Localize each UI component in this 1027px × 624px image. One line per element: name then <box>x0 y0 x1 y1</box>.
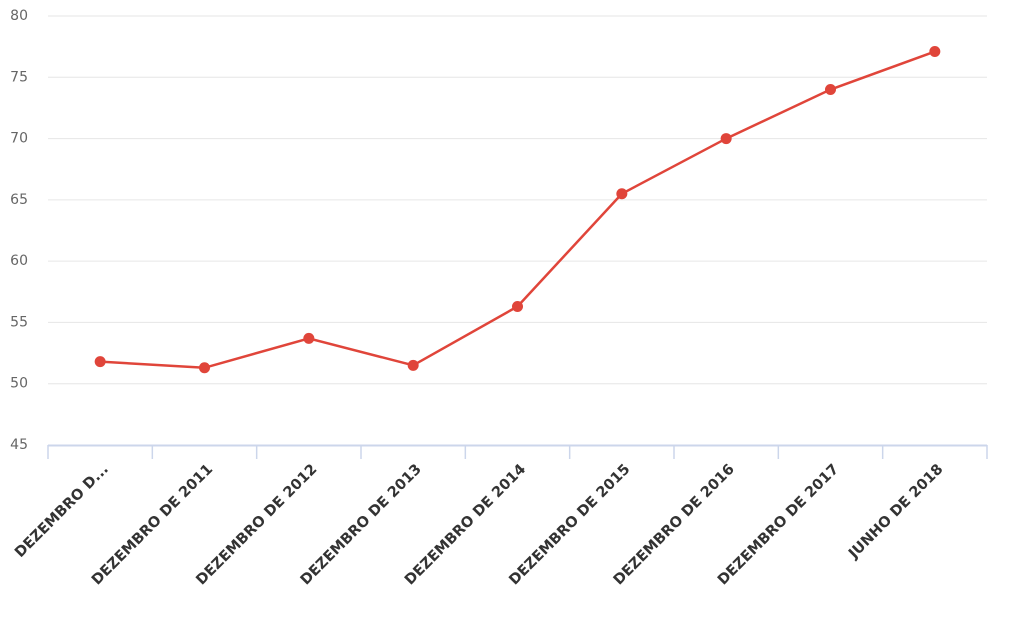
data-point <box>303 332 315 344</box>
data-point <box>929 46 941 58</box>
x-tick-label: DEZEMBRO DE 2012 <box>193 461 320 588</box>
y-tick-label: 45 <box>10 437 28 453</box>
y-tick-label: 65 <box>10 192 28 208</box>
data-point <box>616 188 628 200</box>
data-point <box>720 133 732 145</box>
data-point <box>512 300 523 312</box>
y-tick-label: 70 <box>10 131 28 147</box>
x-tick-label: DEZEMBRO DE 2017 <box>715 461 842 588</box>
x-tick-label: DEZEMBRO DE 2015 <box>506 461 633 588</box>
x-tick-label: JUNHO DE 2018 <box>845 461 946 562</box>
x-tick-label: DEZEMBRO DE 2011 <box>89 461 216 588</box>
data-line <box>100 50 936 370</box>
y-tick-label: 80 <box>10 8 28 24</box>
data-point <box>825 84 836 96</box>
y-tick-label: 50 <box>10 376 28 392</box>
x-tick-label: DEZEMBRO DE 2016 <box>611 461 738 588</box>
y-tick-label: 75 <box>10 69 28 85</box>
y-tick-label: 55 <box>10 314 28 330</box>
data-point <box>199 362 210 374</box>
y-tick-label: 60 <box>10 253 28 269</box>
x-tick-label: DEZEMBRO DE 2014 <box>402 461 529 588</box>
x-tick-label: DEZEMBRO DE 2013 <box>298 461 425 588</box>
data-point <box>94 356 106 368</box>
data-point <box>407 359 419 371</box>
x-tick-label: DEZEMBRO D... <box>12 461 112 561</box>
